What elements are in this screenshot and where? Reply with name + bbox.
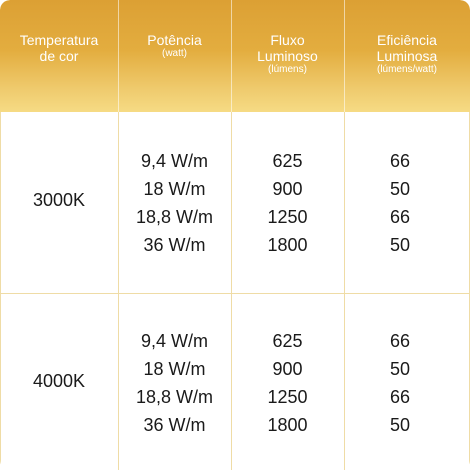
power-value: 18 W/m bbox=[143, 359, 206, 379]
flux-value: 1250 bbox=[267, 387, 308, 407]
header-divider bbox=[118, 0, 119, 112]
header-divider bbox=[344, 0, 345, 112]
header-power: Potência (watt) bbox=[118, 0, 231, 112]
flux-cell: 625 900 1250 1800 bbox=[231, 147, 344, 259]
efficiency-value: 66 bbox=[389, 387, 411, 407]
flux-value: 900 bbox=[272, 179, 303, 199]
row-divider bbox=[0, 293, 470, 294]
flux-value: 625 bbox=[272, 151, 303, 171]
power-cell: 9,4 W/m 18 W/m 18,8 W/m 36 W/m bbox=[118, 147, 231, 259]
header-temperature: Temperatura de cor bbox=[0, 0, 118, 112]
power-value: 18,8 W/m bbox=[135, 387, 214, 407]
temperature-cell: 4000K bbox=[32, 371, 86, 391]
table-left-border bbox=[0, 112, 1, 470]
efficiency-value: 66 bbox=[389, 151, 411, 171]
table-header: Temperatura de cor Potência (watt) Fluxo… bbox=[0, 0, 470, 112]
header-flux-unit: (lúmens) bbox=[268, 64, 307, 75]
efficiency-cell: 66 50 66 50 bbox=[344, 147, 456, 259]
column-divider bbox=[344, 112, 345, 470]
flux-value: 1800 bbox=[267, 235, 308, 255]
power-value: 18,8 W/m bbox=[135, 207, 214, 227]
column-divider bbox=[231, 112, 232, 470]
flux-value: 900 bbox=[272, 359, 303, 379]
efficiency-cell: 66 50 66 50 bbox=[344, 327, 456, 439]
header-flux-title: Fluxo Luminoso bbox=[257, 32, 318, 64]
flux-value: 1250 bbox=[267, 207, 308, 227]
column-divider bbox=[118, 112, 119, 470]
flux-value: 625 bbox=[272, 331, 303, 351]
efficiency-value: 50 bbox=[389, 179, 411, 199]
power-cell: 9,4 W/m 18 W/m 18,8 W/m 36 W/m bbox=[118, 327, 231, 439]
header-temperature-title: Temperatura de cor bbox=[19, 32, 99, 64]
flux-cell: 625 900 1250 1800 bbox=[231, 327, 344, 439]
power-value: 36 W/m bbox=[143, 235, 206, 255]
efficiency-value: 66 bbox=[389, 207, 411, 227]
header-efficiency-title: Eficiência Luminosa bbox=[376, 32, 438, 64]
power-value: 36 W/m bbox=[143, 415, 206, 435]
temperature-cell: 3000K bbox=[32, 190, 86, 210]
header-power-title: Potência bbox=[147, 32, 202, 48]
header-flux: Fluxo Luminoso (lúmens) bbox=[231, 0, 344, 112]
power-value: 9,4 W/m bbox=[140, 331, 208, 351]
header-efficiency-unit: (lúmens/watt) bbox=[376, 64, 437, 75]
power-value: 9,4 W/m bbox=[140, 151, 208, 171]
efficiency-value: 50 bbox=[389, 415, 411, 435]
header-divider bbox=[231, 0, 232, 112]
efficiency-value: 66 bbox=[389, 331, 411, 351]
efficiency-value: 50 bbox=[389, 235, 411, 255]
efficiency-value: 50 bbox=[389, 359, 411, 379]
header-power-unit: (watt) bbox=[162, 48, 187, 59]
header-efficiency: Eficiência Luminosa (lúmens/watt) bbox=[344, 0, 470, 112]
flux-value: 1800 bbox=[267, 415, 308, 435]
power-value: 18 W/m bbox=[143, 179, 206, 199]
